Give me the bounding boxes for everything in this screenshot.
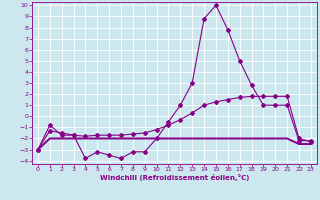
X-axis label: Windchill (Refroidissement éolien,°C): Windchill (Refroidissement éolien,°C): [100, 174, 249, 181]
